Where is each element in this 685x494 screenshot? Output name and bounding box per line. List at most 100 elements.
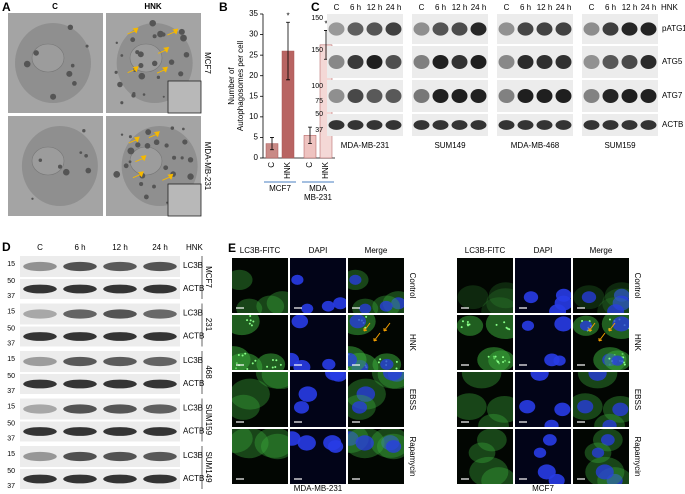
puncta bbox=[497, 360, 500, 363]
band bbox=[536, 22, 553, 36]
band bbox=[555, 22, 572, 36]
puncta bbox=[581, 319, 584, 322]
band bbox=[555, 88, 572, 104]
band bbox=[583, 22, 600, 36]
arrow bbox=[128, 136, 140, 144]
vesicle bbox=[153, 139, 160, 146]
puncta bbox=[494, 355, 497, 358]
band bbox=[413, 120, 430, 130]
cytoplasm bbox=[232, 346, 251, 370]
nucleus bbox=[348, 352, 358, 367]
vesicle bbox=[157, 30, 164, 38]
blot-background bbox=[20, 279, 180, 299]
significance: * bbox=[286, 11, 289, 20]
cells bbox=[457, 282, 513, 313]
blot-background bbox=[20, 469, 180, 489]
cells bbox=[290, 315, 336, 370]
lane-label: 12 h bbox=[537, 3, 553, 12]
mw-marker: 100 bbox=[311, 83, 323, 90]
band bbox=[366, 54, 383, 70]
cytoplasm bbox=[488, 282, 513, 309]
band bbox=[640, 22, 657, 36]
cells bbox=[457, 372, 513, 427]
puncta bbox=[508, 328, 511, 331]
y-tick-label: 0 bbox=[254, 153, 259, 162]
arrow bbox=[383, 322, 391, 332]
band bbox=[63, 427, 97, 436]
vesicle bbox=[170, 126, 175, 130]
band bbox=[536, 54, 553, 70]
nucleus bbox=[129, 146, 163, 176]
band bbox=[366, 88, 383, 104]
protein-label: ACTB bbox=[183, 332, 204, 341]
cells bbox=[521, 316, 571, 367]
cell-line-label: 231 bbox=[204, 318, 213, 332]
mw-marker: 50 bbox=[7, 420, 15, 427]
cytoplasm bbox=[461, 372, 502, 389]
band bbox=[602, 120, 619, 130]
cytoplasm bbox=[457, 285, 489, 310]
cell-line-label: MCF7 bbox=[204, 266, 213, 288]
band bbox=[143, 451, 177, 462]
blot-background bbox=[20, 398, 180, 420]
band bbox=[451, 120, 468, 130]
band bbox=[328, 88, 345, 104]
lane-label: C bbox=[334, 3, 340, 12]
cells bbox=[232, 429, 288, 460]
nucleus bbox=[356, 386, 376, 402]
error-bar bbox=[286, 21, 290, 81]
blot-background bbox=[20, 421, 180, 442]
nucleus bbox=[554, 316, 571, 332]
vesicle bbox=[172, 155, 177, 160]
nucleus bbox=[391, 297, 404, 310]
vesicle bbox=[128, 160, 132, 164]
row-label: MCF7 bbox=[203, 52, 212, 74]
puncta bbox=[254, 359, 257, 362]
nucleus bbox=[379, 300, 393, 312]
vesicle bbox=[120, 101, 124, 105]
band bbox=[347, 88, 364, 104]
cytoplasm bbox=[266, 291, 288, 313]
nucleus bbox=[327, 440, 344, 453]
puncta bbox=[246, 367, 249, 370]
band bbox=[328, 120, 345, 130]
nucleus bbox=[290, 352, 300, 367]
band bbox=[583, 54, 600, 70]
band bbox=[536, 120, 553, 130]
vesicle bbox=[138, 62, 144, 69]
band bbox=[103, 261, 137, 272]
puncta bbox=[502, 360, 505, 363]
cytoplasm bbox=[232, 269, 253, 290]
lane-label: 24 h bbox=[556, 3, 572, 12]
cytoplasm bbox=[232, 315, 260, 336]
mw-marker: 37 bbox=[7, 340, 15, 347]
mw-marker: 50 bbox=[7, 373, 15, 380]
nucleus bbox=[591, 447, 605, 458]
band bbox=[347, 22, 364, 36]
mw-marker: 150 bbox=[311, 47, 323, 54]
puncta bbox=[251, 362, 254, 365]
nucleus bbox=[542, 434, 557, 446]
lane-label: 24 h bbox=[386, 3, 402, 12]
band bbox=[517, 88, 534, 104]
band bbox=[366, 120, 383, 130]
puncta bbox=[275, 359, 278, 362]
band bbox=[63, 474, 97, 484]
band bbox=[498, 22, 515, 36]
vesicle bbox=[79, 151, 83, 154]
nucleus bbox=[351, 401, 368, 414]
band bbox=[143, 427, 177, 436]
nucleus bbox=[553, 355, 566, 366]
band bbox=[451, 88, 468, 104]
nucleus bbox=[521, 320, 535, 331]
vesicle bbox=[33, 50, 39, 56]
cytoplasm bbox=[232, 394, 260, 420]
blot-background bbox=[20, 446, 180, 467]
band bbox=[103, 356, 137, 367]
inset bbox=[167, 80, 202, 114]
vesicle bbox=[130, 37, 136, 43]
cytoplasm bbox=[232, 429, 269, 459]
cells bbox=[232, 372, 288, 420]
lane-label: C bbox=[37, 243, 43, 252]
puncta bbox=[608, 318, 611, 321]
